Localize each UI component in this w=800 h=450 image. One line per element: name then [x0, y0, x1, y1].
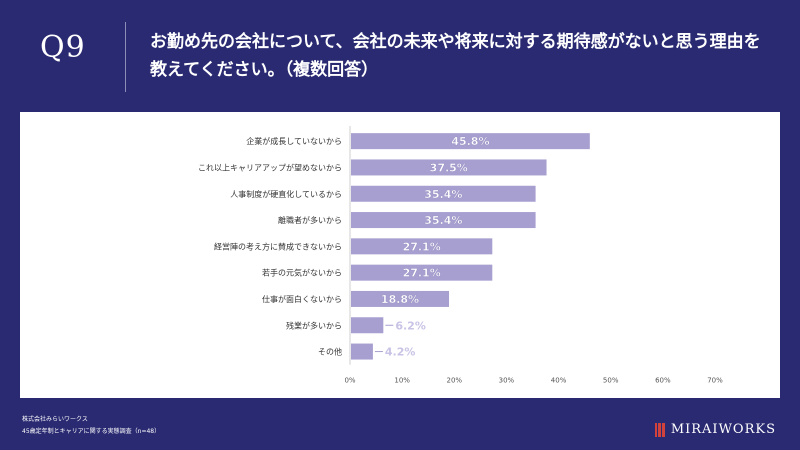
bar [351, 264, 493, 281]
data-label: 35.4% [424, 214, 462, 227]
category-label: 若手の元気がないから [262, 268, 342, 278]
bar [351, 212, 536, 229]
footer-survey: 45歳定年制とキャリアに関する実態調査（n=48） [22, 428, 161, 435]
bar [351, 317, 384, 334]
x-tick-label: 50% [603, 377, 619, 385]
mw-bars-icon [654, 422, 665, 437]
bar [351, 238, 493, 255]
chart-panel: 企業が成長していないから 45.8% これ以上キャリアアップが望めないから 37.5%… [20, 112, 780, 398]
question-number: Q9 [40, 30, 86, 65]
x-tick-label: 60% [655, 377, 671, 385]
data-label: 35.4% [424, 188, 462, 201]
bar [351, 185, 536, 202]
bar [351, 290, 450, 307]
x-tick-label: 20% [447, 377, 463, 385]
bar [351, 159, 547, 176]
data-label: 37.5% [430, 161, 468, 174]
category-label: 残業が多いから [286, 320, 342, 330]
company-logo: MIRAIWORKS [654, 422, 776, 437]
header-divider [125, 22, 126, 92]
category-label: 人事制度が硬直化しているから [230, 189, 342, 199]
question-title: お勤め先の会社について、会社の未来や将来に対する期待感がないと思う理由を教えてく… [150, 32, 761, 80]
logo-text: MIRAIWORKS [670, 422, 776, 437]
data-label: 18.8% [381, 293, 419, 306]
data-label: 27.1% [403, 267, 441, 280]
category-label: その他 [318, 347, 342, 357]
category-label: 経営陣の考え方に賛成できないから [214, 241, 342, 251]
category-label: これ以上キャリアアップが望めないから [198, 162, 342, 172]
category-label: 仕事が面白くないから [262, 294, 342, 304]
data-label: 45.8% [451, 135, 489, 148]
bar [351, 133, 590, 150]
bar [351, 343, 373, 360]
x-tick-label: 70% [707, 377, 723, 385]
x-tick-label: 0% [344, 377, 355, 385]
category-label: 離職者が多いから [278, 215, 342, 225]
footer: 株式会社みらいワークス 45歳定年制とキャリアに関する実態調査（n=48） [22, 414, 160, 438]
category-label: 企業が成長していないから [246, 136, 342, 146]
data-label: 6.2% [395, 319, 426, 332]
bar-chart: 企業が成長していないから 45.8% これ以上キャリアアップが望めないから 37.5%… [198, 126, 723, 385]
x-tick-label: 10% [394, 377, 410, 385]
x-tick-label: 30% [499, 377, 515, 385]
x-tick-label: 40% [551, 377, 567, 385]
data-label: 4.2% [385, 346, 416, 359]
footer-company: 株式会社みらいワークス [22, 416, 88, 423]
data-label: 27.1% [403, 240, 441, 253]
